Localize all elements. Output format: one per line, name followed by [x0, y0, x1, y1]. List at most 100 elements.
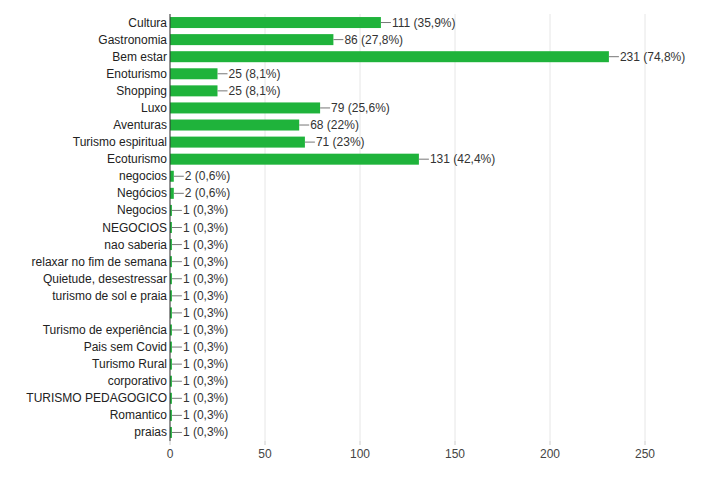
- data-label: 1 (0,3%): [183, 238, 228, 252]
- data-label: 1 (0,3%): [183, 391, 228, 405]
- label-connector: [174, 193, 184, 194]
- bar: [170, 85, 218, 96]
- bar: [170, 34, 333, 45]
- label-connector: [299, 125, 309, 126]
- tick-mark: [550, 441, 551, 445]
- label-connector: [381, 22, 391, 23]
- data-label: 2 (0,6%): [185, 169, 230, 183]
- data-label: 86 (27,8%): [344, 33, 403, 47]
- category-label: Luxo: [141, 101, 167, 115]
- grid-line: [455, 14, 456, 441]
- tick-mark: [265, 441, 266, 445]
- data-label: 1 (0,3%): [183, 425, 228, 439]
- grid-line: [170, 14, 171, 441]
- category-label: Gastronomia: [98, 33, 167, 47]
- category-label: Negocios: [117, 203, 167, 217]
- label-connector: [218, 73, 228, 74]
- bar: [170, 51, 609, 62]
- label-connector: [172, 329, 182, 330]
- category-label: Pais sem Covid: [84, 340, 167, 354]
- label-connector: [172, 381, 182, 382]
- label-connector: [172, 227, 182, 228]
- tick-mark: [645, 441, 646, 445]
- label-connector: [609, 56, 619, 57]
- label-connector: [172, 364, 182, 365]
- tick-mark: [360, 441, 361, 445]
- tick-label: 150: [445, 447, 465, 461]
- grid-line: [645, 14, 646, 441]
- data-label: 1 (0,3%): [183, 221, 228, 235]
- label-connector: [305, 142, 315, 143]
- label-connector: [172, 398, 182, 399]
- category-label: Enoturismo: [106, 67, 167, 81]
- grid-line: [550, 14, 551, 441]
- data-label: 1 (0,3%): [183, 408, 228, 422]
- label-connector: [172, 312, 182, 313]
- category-label: negocios: [119, 169, 167, 183]
- chart: 050100150200250Cultura111 (35,9%)Gastron…: [0, 0, 712, 482]
- label-connector: [172, 278, 182, 279]
- category-label: Negócios: [117, 186, 167, 200]
- category-label: NEGOCIOS: [102, 221, 167, 235]
- data-label: 2 (0,6%): [185, 186, 230, 200]
- label-connector: [419, 159, 429, 160]
- label-connector: [333, 39, 343, 40]
- category-label: Romantico: [110, 408, 168, 422]
- category-label: Shopping: [116, 84, 167, 98]
- data-label: 71 (23%): [316, 135, 365, 149]
- label-connector: [218, 90, 228, 91]
- data-label: 111 (35,9%): [392, 16, 456, 30]
- label-connector: [172, 295, 182, 296]
- data-label: 131 (42,4%): [430, 152, 495, 166]
- label-connector: [172, 415, 182, 416]
- axis-line: [170, 14, 171, 441]
- label-connector: [172, 244, 182, 245]
- bar: [170, 17, 381, 28]
- bar: [170, 120, 299, 131]
- data-label: 68 (22%): [310, 118, 359, 132]
- data-label: 1 (0,3%): [183, 289, 228, 303]
- tick-label: 50: [258, 447, 272, 461]
- bar: [170, 171, 174, 182]
- data-label: 25 (8,1%): [229, 67, 281, 81]
- data-label: 1 (0,3%): [183, 340, 228, 354]
- category-label: relaxar no fim de semana: [32, 255, 168, 269]
- bars: [170, 17, 609, 438]
- label-connector: [172, 261, 182, 262]
- data-label: 1 (0,3%): [183, 203, 228, 217]
- category-label: Aventuras: [113, 118, 167, 132]
- data-label: 1 (0,3%): [183, 306, 228, 320]
- data-label: 1 (0,3%): [183, 272, 228, 286]
- label-connector: [172, 347, 182, 348]
- data-label: 1 (0,3%): [183, 323, 228, 337]
- data-label: 1 (0,3%): [183, 357, 228, 371]
- tick-mark: [455, 441, 456, 445]
- category-label: Ecoturismo: [107, 152, 167, 166]
- tick-label: 100: [350, 447, 370, 461]
- label-connector: [174, 176, 184, 177]
- category-label: corporativo: [108, 374, 168, 388]
- tick-label: 200: [540, 447, 560, 461]
- data-label: 25 (8,1%): [229, 84, 281, 98]
- data-label: 1 (0,3%): [183, 374, 228, 388]
- bar: [170, 188, 174, 199]
- bar: [170, 68, 218, 79]
- data-label: 1 (0,3%): [183, 255, 228, 269]
- category-label: Quietude, desestressar: [43, 272, 167, 286]
- grid-line: [360, 14, 361, 441]
- label-connector: [320, 107, 330, 108]
- category-label: praias: [134, 425, 167, 439]
- bar: [170, 154, 419, 165]
- category-label: Cultura: [128, 16, 167, 30]
- category-label: turismo de sol e praia: [52, 289, 167, 303]
- data-label: 231 (74,8%): [620, 50, 685, 64]
- data-label: 79 (25,6%): [331, 101, 390, 115]
- bar: [170, 137, 305, 148]
- bar: [170, 102, 320, 113]
- label-connector: [172, 432, 182, 433]
- tick-label: 0: [167, 447, 174, 461]
- category-label: Turismo espiritual: [73, 135, 167, 149]
- category-label: TURISMO PEDAGOGICO: [26, 391, 167, 405]
- category-label: Turismo Rural: [92, 357, 167, 371]
- category-label: nao saberia: [104, 238, 167, 252]
